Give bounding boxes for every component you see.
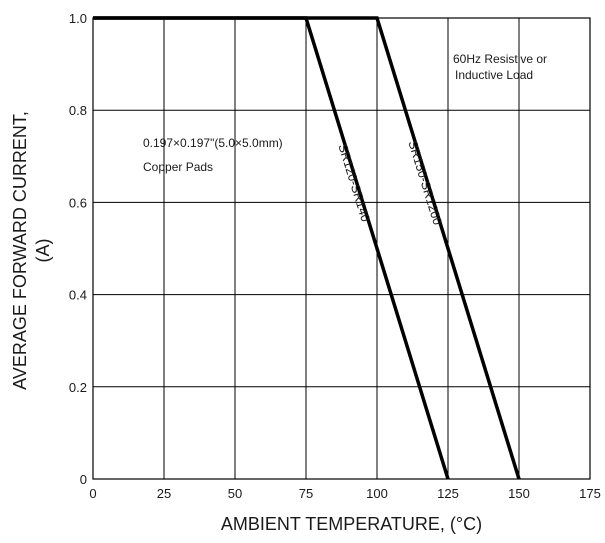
x-axis-title: AMBIENT TEMPERATURE, (°C): [221, 514, 482, 534]
series-curves: [93, 16, 521, 480]
y-tick-label: 0.2: [69, 380, 87, 395]
pads-note-line2: Copper Pads: [143, 160, 213, 174]
x-tick-label: 0: [89, 486, 96, 501]
pads-note-line1: 0.197×0.197"(5.0×5.0mm): [143, 136, 283, 150]
x-tick-label: 100: [366, 486, 388, 501]
series-label-sr150-sr1200: SR150-SR1200: [405, 139, 444, 227]
y-tick-label: 0: [80, 472, 87, 487]
y-tick-label: 0.4: [69, 288, 87, 303]
plot-frame: [92, 17, 591, 480]
y-tick-label: 1.0: [69, 11, 87, 26]
y-tick-label: 0.6: [69, 195, 87, 210]
grid-lines: [92, 17, 591, 480]
load-note-line1: 60Hz Resistive or: [453, 52, 547, 66]
x-tick-label: 75: [299, 486, 313, 501]
x-tick-label: 150: [508, 486, 530, 501]
series-label-sr120-sr140: SR120-SR140: [335, 142, 372, 223]
load-note-line2: Inductive Load: [455, 68, 533, 82]
y-axis-title-line2: (A): [33, 239, 53, 263]
y-axis-title-line1: AVERAGE FORWARD CURRENT,: [10, 111, 30, 390]
x-tick-label: 25: [157, 486, 171, 501]
x-tick-label: 175: [579, 486, 601, 501]
series-line-sr150-sr1200: [93, 16, 521, 480]
tick-labels: 0 25 50 75 100 125 150 175 0 0.2 0.4 0.6 0.8 1.0: [69, 11, 601, 501]
series-line-sr120-sr140: [93, 16, 450, 480]
y-tick-label: 0.8: [69, 103, 87, 118]
x-tick-label: 50: [228, 486, 242, 501]
x-tick-label: 125: [437, 486, 459, 501]
